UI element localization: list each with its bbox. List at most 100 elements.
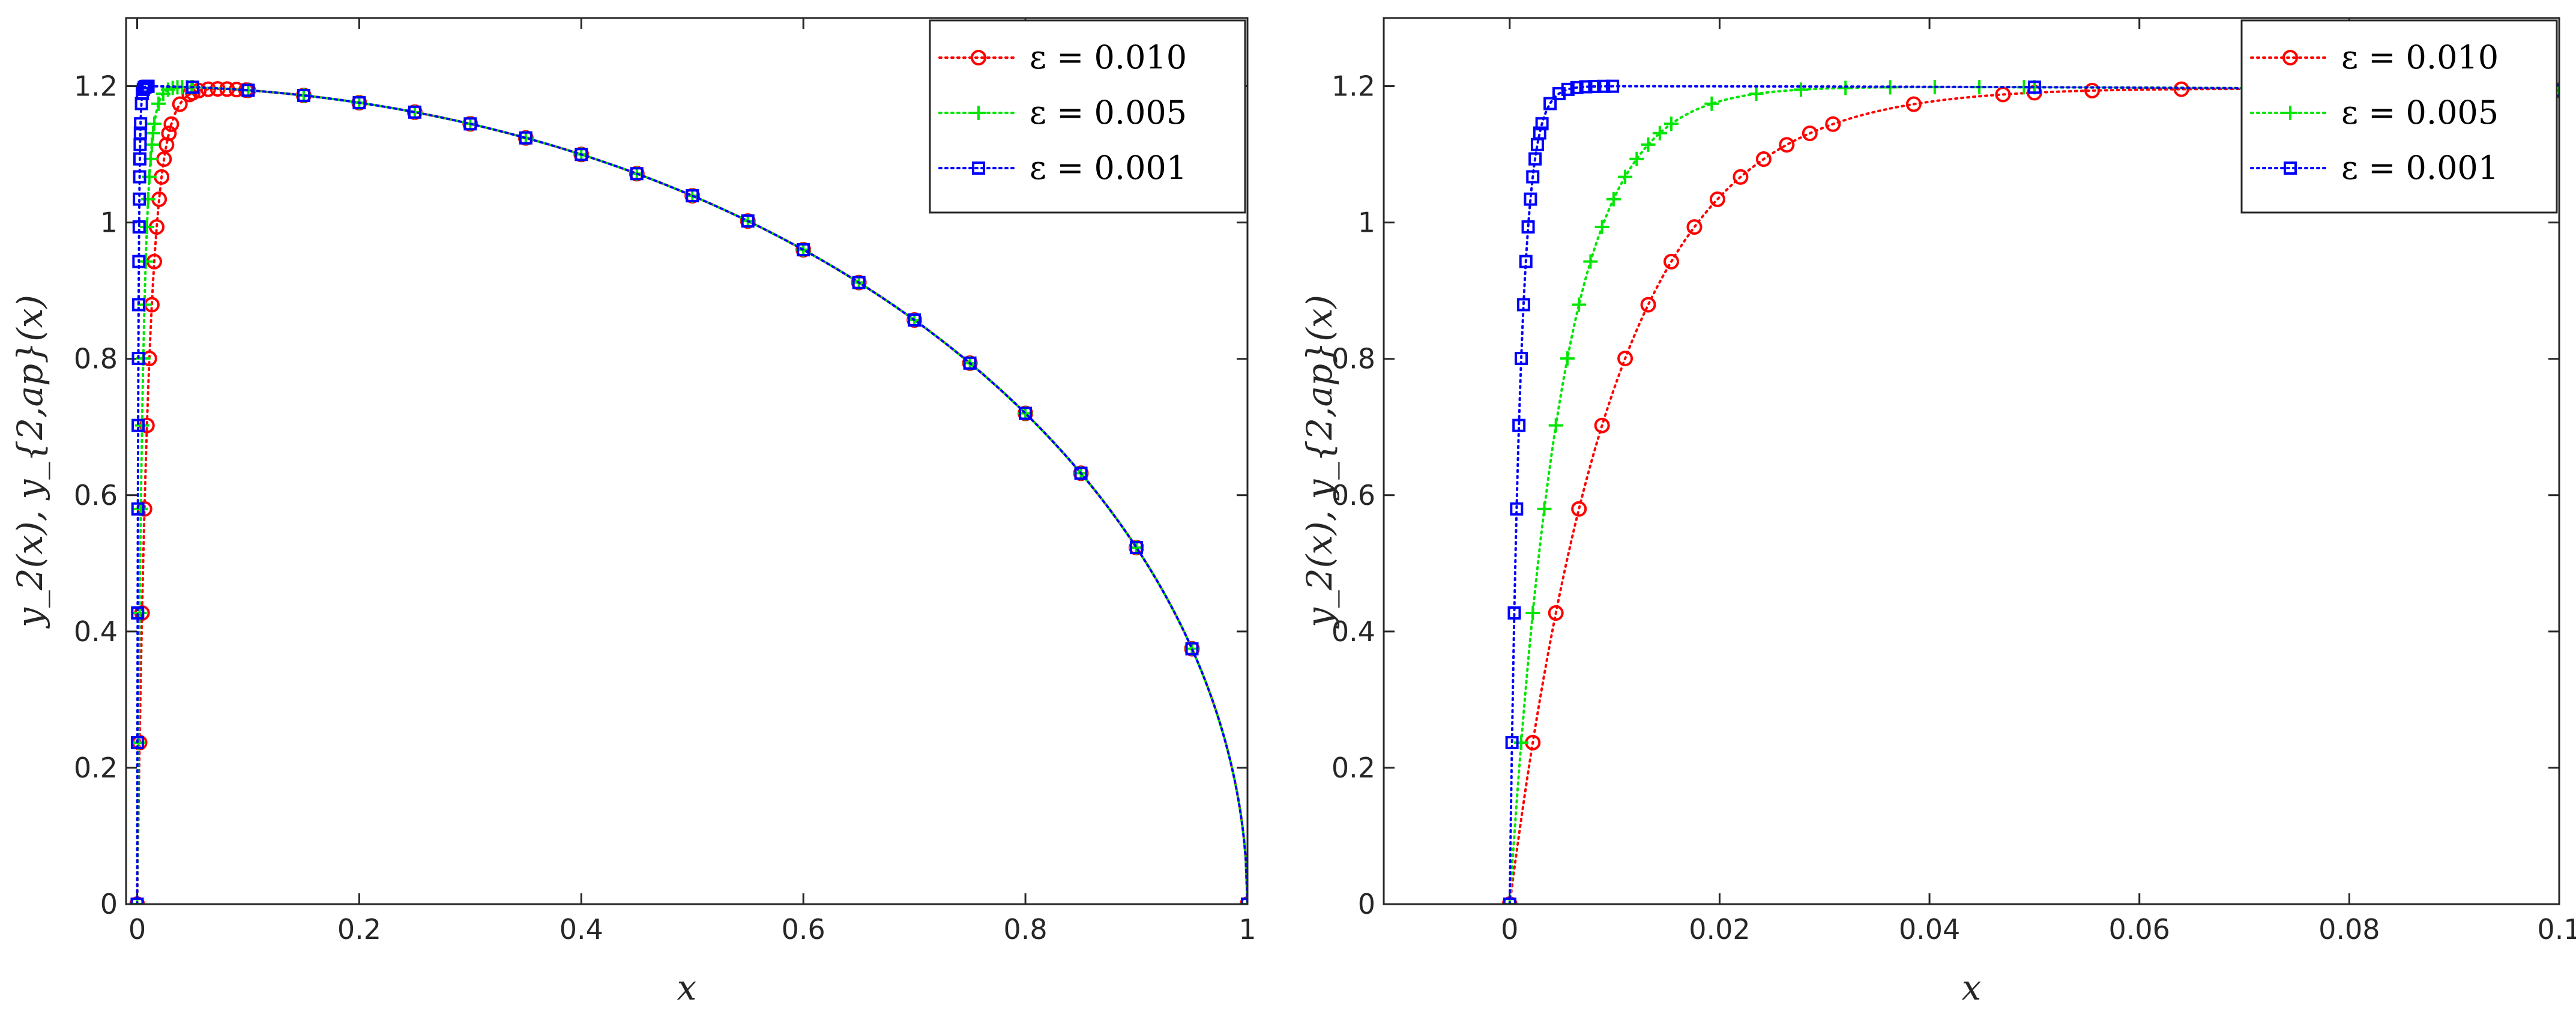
data-point: [151, 96, 166, 111]
x-axis-label: x: [677, 967, 697, 1008]
data-point: [131, 298, 145, 312]
series-line-1: [136, 86, 1247, 904]
legend-marker: [971, 50, 986, 65]
series-line-2: [1508, 85, 2559, 904]
data-point: [2173, 81, 2189, 97]
y-tick-label: 0.8: [1332, 343, 1375, 375]
data-point: [134, 117, 148, 131]
data-point: [1583, 254, 1598, 269]
data-point: [1512, 418, 1526, 432]
data-point: [1838, 80, 1853, 95]
data-point: [140, 192, 155, 207]
data-point: [1641, 137, 1656, 152]
data-point: [1618, 169, 1633, 184]
data-point: [1528, 152, 1542, 166]
y-tick-label: 1: [1358, 207, 1375, 239]
data-point: [144, 137, 159, 152]
data-point: [1709, 191, 1725, 207]
data-point: [1572, 297, 1587, 312]
data-point: [172, 96, 188, 112]
legend-label: ε = 0.010: [2341, 38, 2499, 76]
data-point: [1537, 501, 1552, 516]
data-point: [519, 131, 532, 145]
data-point: [1588, 79, 1602, 93]
data-point: [141, 79, 155, 93]
axes-frame: [125, 17, 1249, 905]
data-point: [1749, 86, 1764, 101]
data-point: [1570, 80, 1584, 94]
data-point: [1516, 298, 1530, 312]
data-point: [131, 352, 145, 366]
data-point: [133, 192, 146, 206]
legend: ε = 0.010 ε = 0.005 ε = 0.001: [2240, 19, 2558, 214]
legend-label: ε = 0.010: [1030, 38, 1187, 76]
legend-label: ε = 0.001: [2341, 149, 2499, 187]
y-tick-label: 0: [100, 888, 118, 920]
x-tick-label: 0.02: [1689, 913, 1750, 946]
data-point: [1686, 219, 1703, 235]
data-point: [741, 214, 755, 228]
data-point: [132, 220, 146, 234]
legend-marker: [2282, 50, 2298, 65]
x-tick-label: 0: [1501, 913, 1518, 946]
data-point: [297, 88, 310, 102]
y-tick-label: 0.4: [74, 615, 118, 648]
legend: ε = 0.010 ε = 0.005 ε = 0.001: [929, 19, 1246, 214]
data-point: [1606, 192, 1621, 207]
legend-label: ε = 0.005: [1030, 94, 1187, 131]
y-tick-label: 0.8: [74, 343, 118, 375]
legend-label: ε = 0.001: [1030, 149, 1187, 187]
x-tick-label: 0.04: [1899, 913, 1960, 946]
data-point: [139, 219, 154, 234]
data-point: [408, 105, 421, 119]
data-point: [1597, 79, 1611, 93]
data-point: [1560, 351, 1575, 366]
y-tick-label: 0.4: [1332, 615, 1375, 648]
data-point: [1905, 96, 1922, 112]
data-point: [797, 243, 810, 257]
data-point: [241, 83, 255, 97]
plot-area: [129, 79, 1247, 904]
y-tick-label: 0: [1358, 888, 1375, 920]
y-axis-label: y_2(x), y_{2,ap}(x): [10, 295, 50, 629]
data-point: [1130, 541, 1144, 555]
axes-frame: [1383, 17, 2560, 905]
data-point: [1629, 151, 1644, 166]
data-point: [1733, 169, 1749, 185]
data-point: [1505, 735, 1519, 749]
data-point: [131, 606, 145, 620]
data-point: [131, 418, 145, 432]
data-point: [130, 898, 144, 904]
x-tick-label: 0.08: [2318, 913, 2380, 946]
x-tick-label: 0.4: [560, 913, 603, 946]
data-point: [2084, 82, 2101, 98]
data-point: [1793, 82, 1808, 97]
data-point: [130, 735, 144, 749]
chart-panel-right: 0 0.02 0.04 0.06 0.08 0.1 0 0.2 0.4 0.6 0.8 1 1.2 x y_…: [1299, 17, 2576, 1008]
data-point: [908, 313, 922, 327]
data-point: [131, 502, 145, 516]
y-tick-label: 1.2: [74, 70, 118, 103]
x-tick-label: 1: [1238, 913, 1256, 946]
data-point: [1594, 417, 1610, 433]
legend-label: ε = 0.005: [2341, 94, 2499, 131]
data-point: [963, 356, 977, 370]
y-tick-label: 0.6: [1332, 479, 1375, 512]
data-point: [1515, 352, 1528, 366]
data-point: [852, 276, 866, 289]
data-point: [575, 148, 588, 161]
data-point: [1664, 253, 1680, 270]
data-point: [1510, 502, 1524, 516]
data-point: [1521, 220, 1535, 234]
data-point: [686, 189, 699, 203]
data-point: [1704, 96, 1719, 111]
y-axis-label: y_2(x), y_{2,ap}(x): [1299, 295, 1340, 629]
data-point: [1525, 606, 1540, 621]
data-point: [133, 170, 146, 184]
data-point: [1519, 255, 1533, 268]
legend-marker: [971, 106, 986, 120]
data-point: [630, 167, 644, 181]
data-point: [1640, 297, 1656, 313]
data-point: [133, 126, 147, 140]
